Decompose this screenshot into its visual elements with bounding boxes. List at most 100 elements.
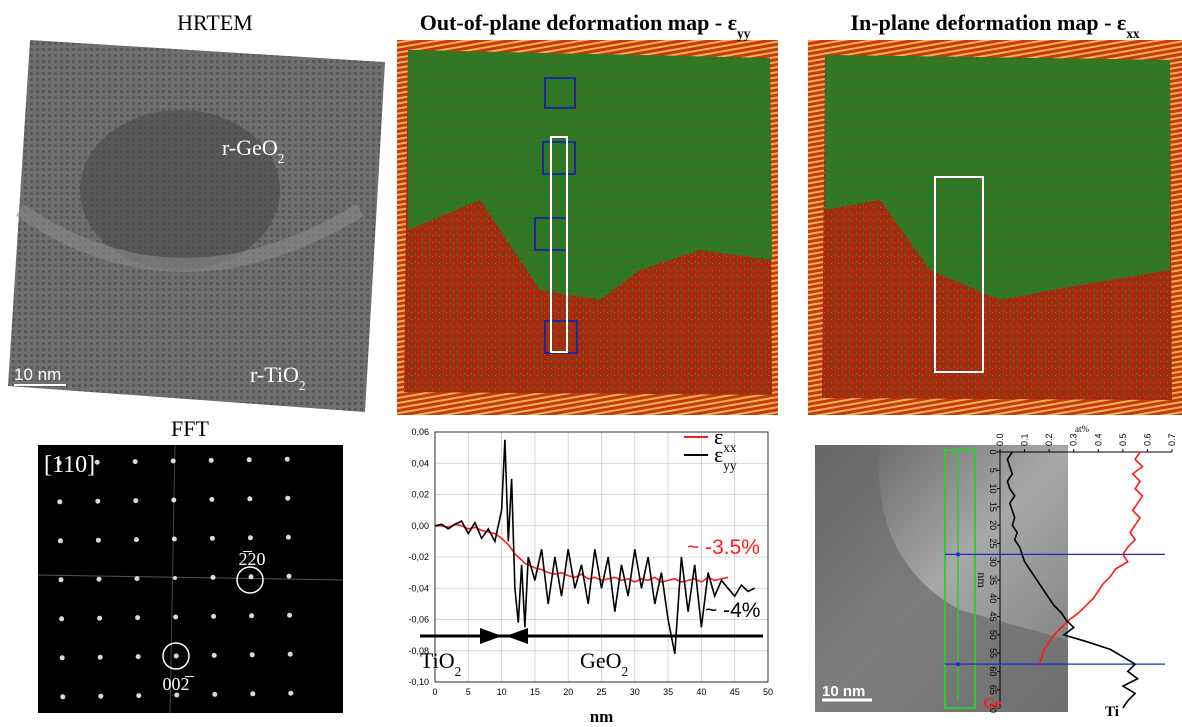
legend-label: Ge [983, 696, 1002, 712]
fft-spot [211, 575, 216, 580]
fft-spot [285, 496, 290, 501]
fft-spot [95, 460, 100, 465]
y-tick-label: 55 [988, 648, 998, 658]
x-axis-label: nm [590, 707, 614, 726]
fft-spot [96, 538, 101, 543]
panel-title-sub: xx [1126, 26, 1140, 41]
legend-label-main: ε [714, 442, 723, 467]
region-label-main: GeO [580, 648, 622, 673]
x-tick-label: 45 [730, 687, 740, 697]
phase-label-sub: 2 [278, 151, 285, 166]
y-tick-label: 0,02 [411, 490, 429, 500]
y-tick-label: 10 [988, 484, 998, 494]
y-tick-label: 15 [988, 502, 998, 512]
fft-spot [209, 497, 214, 502]
x-tick-label: 0.7 [1167, 433, 1177, 446]
panel-title-main: Out-of-plane deformation map - ε [420, 10, 737, 35]
x-tick-label: 50 [763, 687, 773, 697]
fft-spot [211, 614, 216, 619]
fft-spot [212, 653, 217, 658]
fft-spot [59, 616, 64, 621]
x-tick-label: 0.1 [1020, 433, 1030, 446]
scan-point [956, 552, 960, 556]
y-tick-label: -0,04 [408, 583, 429, 593]
y-tick-label: 30 [988, 557, 998, 567]
region-label-main: TiO [420, 648, 455, 673]
phase-label-main: r-TiO [250, 362, 299, 387]
y-tick-label: 45 [988, 612, 998, 622]
fft-spot [212, 692, 217, 697]
x-tick-label: 0.3 [1069, 433, 1079, 446]
fft-spot [250, 691, 255, 696]
phase-label-sub: 2 [299, 378, 306, 393]
fft-spot [98, 655, 103, 660]
eyy-map [397, 40, 778, 415]
x-tick-label: 0.6 [1142, 433, 1152, 446]
y-tick-label: 20 [988, 520, 998, 530]
zone-axis: [110] [44, 452, 95, 478]
fft-spot [247, 457, 252, 462]
fft-spot [250, 652, 255, 657]
fft-spot [287, 613, 292, 618]
fft-spot [97, 577, 102, 582]
y-tick-label: 0,00 [411, 521, 429, 531]
y-tick-label: 60 [988, 666, 998, 676]
fft-spot [247, 496, 252, 501]
annotation: ~ -4% [705, 599, 760, 622]
x-tick-label: 0.0 [995, 433, 1005, 446]
fft-panel [38, 445, 343, 713]
scan-point [956, 662, 960, 666]
fft-spot [209, 458, 214, 463]
x-tick-label: 25 [596, 687, 606, 697]
x-tick-label: 0 [432, 687, 437, 697]
fft-spot [133, 459, 138, 464]
phase-label-main: r-GeO [222, 135, 278, 160]
fft-spot [136, 654, 141, 659]
fft-spot [288, 691, 293, 696]
eds-panel [815, 445, 1068, 712]
y-tick-label: 5 [988, 468, 998, 473]
fft-spot [136, 693, 141, 698]
fft-spot [174, 654, 179, 659]
region-label-sub: 2 [455, 664, 462, 679]
x-tick-label: 0.5 [1118, 433, 1128, 446]
y-tick-label: 40 [988, 593, 998, 603]
x-tick-label: 10 [497, 687, 507, 697]
y-tick-label: 0,04 [411, 458, 429, 468]
y-tick-label: -0,02 [408, 552, 429, 562]
fft-spot [285, 457, 290, 462]
panel-title: HRTEM [177, 10, 253, 35]
fft-spot [210, 536, 215, 541]
y-tick-label: -0,10 [408, 677, 429, 687]
fft-spot [249, 574, 254, 579]
arrowhead [480, 628, 502, 644]
x-tick-label: 30 [630, 687, 640, 697]
region-label: TiO2 [420, 648, 461, 679]
scale-bar-label: 10 nm [822, 683, 865, 700]
y-tick-label: 0 [988, 449, 998, 454]
x-tick-label: 20 [563, 687, 573, 697]
fft-spot [172, 537, 177, 542]
fft-spot [58, 538, 63, 543]
fft-spot [59, 577, 64, 582]
region-label: GeO2 [580, 648, 628, 679]
legend-label-sub: xx [723, 440, 737, 455]
x-tick-label: 0.4 [1093, 433, 1103, 446]
y-tick-label: 65 [988, 685, 998, 695]
fft-spot [173, 615, 178, 620]
y-tick-label: 25 [988, 538, 998, 548]
panel-title: FFT [171, 416, 209, 441]
fft-spot [134, 537, 139, 542]
fft-spot [97, 616, 102, 621]
exx-map [808, 40, 1182, 415]
hrtem-panel [8, 40, 385, 412]
fft-spot [60, 655, 65, 660]
legend-label: Ti [1105, 704, 1119, 720]
annotation: ~ -3.5% [687, 536, 760, 559]
fft-spot [171, 498, 176, 503]
x-tick-label: 35 [663, 687, 673, 697]
panel-title-main: In-plane deformation map - ε [850, 10, 1126, 35]
x-tick-label: 0.2 [1044, 433, 1054, 446]
region-label-sub: 2 [622, 664, 629, 679]
x-tick-label: 40 [696, 687, 706, 697]
